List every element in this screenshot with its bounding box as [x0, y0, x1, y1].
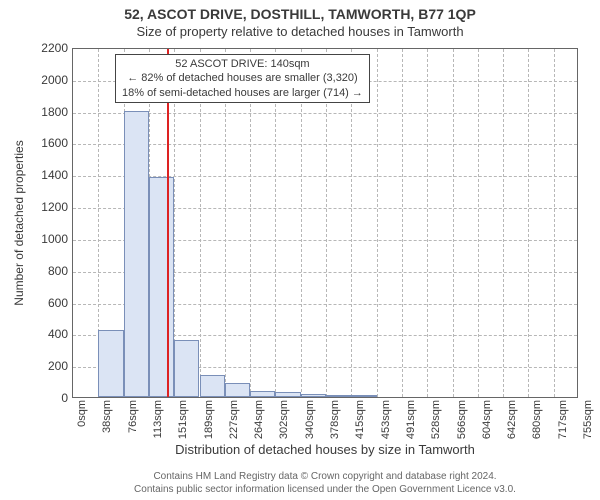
- histogram-bar: [275, 392, 300, 397]
- x-tick-label: 151sqm: [177, 400, 189, 439]
- y-tick-label: 600: [28, 296, 68, 310]
- x-tick-label: 717sqm: [557, 400, 569, 439]
- callout-line3: 18% of semi-detached houses are larger (…: [122, 86, 363, 100]
- gridline-vertical: [427, 49, 428, 397]
- y-tick-label: 1600: [28, 136, 68, 150]
- x-tick-label: 0sqm: [76, 400, 88, 427]
- gridline-vertical: [453, 49, 454, 397]
- y-tick-label: 1400: [28, 168, 68, 182]
- histogram-bar: [149, 177, 174, 397]
- chart-title-sub: Size of property relative to detached ho…: [0, 22, 600, 43]
- gridline-vertical: [478, 49, 479, 397]
- histogram-bar: [326, 395, 351, 397]
- y-tick-label: 200: [28, 359, 68, 373]
- gridline-vertical: [402, 49, 403, 397]
- y-tick-label: 800: [28, 264, 68, 278]
- x-tick-label: 189sqm: [203, 400, 215, 439]
- x-tick-label: 642sqm: [506, 400, 518, 439]
- x-tick-label: 38sqm: [101, 400, 113, 433]
- x-tick-label: 113sqm: [152, 400, 164, 438]
- histogram-bar: [301, 394, 326, 397]
- histogram-bar: [98, 330, 123, 397]
- y-tick-label: 1800: [28, 105, 68, 119]
- gridline-vertical: [377, 49, 378, 397]
- x-tick-label: 566sqm: [456, 400, 468, 439]
- y-tick-label: 2000: [28, 73, 68, 87]
- x-tick-label: 491sqm: [405, 400, 417, 439]
- attribution-line1: Contains HM Land Registry data © Crown c…: [72, 471, 578, 484]
- y-tick-label: 0: [28, 391, 68, 405]
- attribution-line2: Contains public sector information licen…: [72, 484, 578, 497]
- y-axis-label: Number of detached properties: [12, 140, 26, 305]
- histogram-bar: [200, 375, 225, 397]
- callout-box: 52 ASCOT DRIVE: 140sqm← 82% of detached …: [115, 54, 370, 103]
- callout-line2: ← 82% of detached houses are smaller (3,…: [122, 71, 363, 85]
- y-tick-label: 400: [28, 327, 68, 341]
- chart-container: 52, ASCOT DRIVE, DOSTHILL, TAMWORTH, B77…: [0, 0, 600, 500]
- x-tick-label: 227sqm: [228, 400, 240, 439]
- x-tick-label: 302sqm: [278, 400, 290, 439]
- x-tick-label: 680sqm: [531, 400, 543, 439]
- histogram-bar: [124, 111, 149, 397]
- y-tick-label: 2200: [28, 41, 68, 55]
- histogram-bar: [351, 395, 376, 397]
- x-tick-label: 604sqm: [481, 400, 493, 439]
- attribution-text: Contains HM Land Registry data © Crown c…: [72, 471, 578, 496]
- gridline-vertical: [528, 49, 529, 397]
- x-tick-label: 528sqm: [430, 400, 442, 439]
- x-tick-label: 340sqm: [304, 400, 316, 439]
- histogram-bar: [225, 383, 250, 397]
- chart-title-main: 52, ASCOT DRIVE, DOSTHILL, TAMWORTH, B77…: [0, 0, 600, 22]
- y-tick-label: 1200: [28, 200, 68, 214]
- x-axis-label: Distribution of detached houses by size …: [72, 442, 578, 457]
- histogram-bar: [174, 340, 199, 397]
- x-tick-label: 76sqm: [127, 400, 139, 433]
- x-tick-label: 264sqm: [253, 400, 265, 439]
- y-tick-label: 1000: [28, 232, 68, 246]
- x-tick-label: 755sqm: [582, 400, 594, 439]
- gridline-vertical: [503, 49, 504, 397]
- x-tick-label: 378sqm: [329, 400, 341, 439]
- histogram-bar: [250, 391, 275, 397]
- gridline-vertical: [554, 49, 555, 397]
- x-tick-label: 415sqm: [354, 400, 366, 439]
- x-tick-label: 453sqm: [380, 400, 392, 439]
- callout-line1: 52 ASCOT DRIVE: 140sqm: [122, 57, 363, 71]
